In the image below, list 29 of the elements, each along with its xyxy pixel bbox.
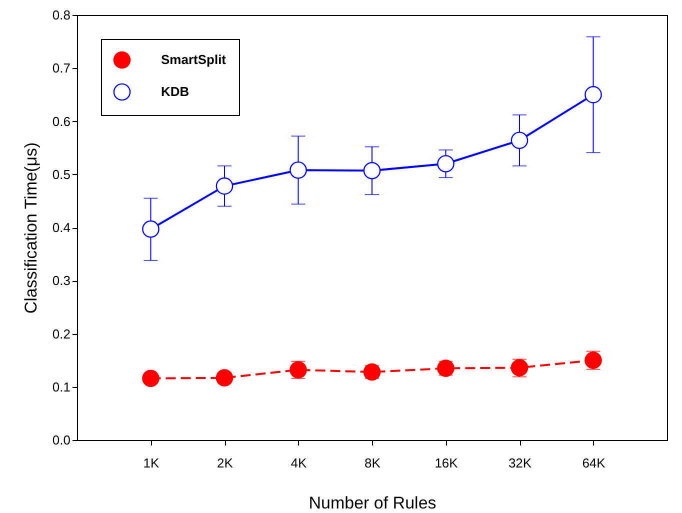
- x-tick-label: 1K: [143, 456, 160, 470]
- point: [216, 369, 234, 386]
- y-tick-label: 0.3: [52, 273, 70, 288]
- y-axis-title: Classification Time(μs): [21, 142, 40, 314]
- point: [142, 370, 160, 388]
- legend-label: SmartSplit: [161, 52, 227, 67]
- y-tick-label: 0.4: [52, 220, 70, 235]
- x-axis-title: Number of Rules: [308, 494, 436, 512]
- x-tick-label: 64K: [582, 456, 606, 470]
- legend-label: KDB: [161, 84, 190, 99]
- y-tick-label: 0.1: [52, 379, 70, 394]
- y-tick-label: 0.0: [52, 432, 70, 448]
- y-tick-label: 0.6: [52, 114, 70, 129]
- point: [290, 161, 307, 179]
- point: [216, 177, 234, 195]
- point: [142, 220, 160, 238]
- point: [363, 162, 381, 180]
- point: [437, 155, 454, 172]
- y-tick-label: 0.5: [52, 166, 70, 182]
- x-tick-label: 32K: [508, 456, 532, 470]
- x-tick-label: 2K: [217, 456, 234, 470]
- y-tick-label: 0.2: [52, 326, 70, 342]
- point: [584, 86, 602, 104]
- x-tick-label: 4K: [290, 456, 308, 470]
- x-tick-label: 16K: [434, 456, 458, 470]
- y-tick-label: 0.8: [52, 8, 70, 22]
- y-tick-label: 0.7: [52, 60, 70, 76]
- x-tick-label: 8K: [364, 456, 381, 470]
- point: [510, 132, 528, 150]
